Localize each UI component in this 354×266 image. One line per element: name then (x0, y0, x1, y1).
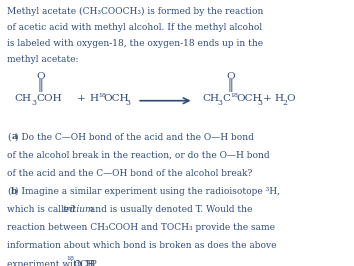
Text: 3: 3 (258, 99, 263, 107)
Text: ) Do the C—OH bond of the acid and the O—H bond: ) Do the C—OH bond of the acid and the O… (15, 132, 254, 141)
Text: of the acid and the C—OH bond of the alcohol break?: of the acid and the C—OH bond of the alc… (7, 169, 252, 178)
Text: ‖: ‖ (228, 79, 233, 92)
Text: OCH: OCH (236, 94, 262, 103)
Text: O: O (287, 94, 295, 103)
Text: C: C (222, 94, 230, 103)
Text: methyl acetate:: methyl acetate: (7, 55, 79, 64)
Text: 3: 3 (88, 263, 93, 266)
Text: which is called: which is called (7, 205, 78, 214)
Text: of acetic acid with methyl alcohol. If the methyl alcohol: of acetic acid with methyl alcohol. If t… (7, 23, 262, 32)
Text: H: H (90, 94, 99, 103)
Text: +: + (77, 94, 85, 103)
Text: 3: 3 (31, 99, 36, 107)
Text: OCH: OCH (104, 94, 130, 103)
Text: tritium: tritium (63, 205, 94, 214)
Text: of the alcohol break in the reaction, or do the O—H bond: of the alcohol break in the reaction, or… (7, 151, 270, 159)
Text: CH: CH (202, 94, 219, 103)
Text: O: O (226, 72, 235, 81)
Text: 2: 2 (283, 99, 288, 107)
Text: ) Imagine a similar experiment using the radioisotope ³H,: ) Imagine a similar experiment using the… (15, 187, 280, 196)
Text: is labeled with oxygen-18, the oxygen-18 ends up in the: is labeled with oxygen-18, the oxygen-18… (7, 39, 263, 48)
Text: (: ( (7, 132, 11, 141)
Text: COH: COH (36, 94, 62, 103)
Text: 3: 3 (125, 99, 130, 107)
Text: 18: 18 (66, 256, 74, 261)
Text: Methyl acetate (CH₃COOCH₃) is formed by the reaction: Methyl acetate (CH₃COOCH₃) is formed by … (7, 7, 263, 16)
Text: CH: CH (14, 94, 31, 103)
Text: 18: 18 (230, 93, 239, 98)
Text: a: a (11, 132, 17, 141)
Text: O: O (36, 72, 45, 81)
Text: (: ( (7, 187, 11, 196)
Text: + H: + H (263, 94, 284, 103)
Text: 18: 18 (98, 93, 107, 98)
Text: and is usually denoted T. Would the: and is usually denoted T. Would the (87, 205, 253, 214)
Text: information about which bond is broken as does the above: information about which bond is broken a… (7, 242, 276, 251)
Text: b: b (11, 187, 17, 196)
Text: OCH: OCH (73, 260, 95, 266)
Text: reaction between CH₃COOH and TOCH₃ provide the same: reaction between CH₃COOH and TOCH₃ provi… (7, 223, 275, 232)
Text: experiment with H: experiment with H (7, 260, 93, 266)
Text: 3: 3 (217, 99, 222, 107)
Text: ‖: ‖ (38, 79, 43, 92)
Text: ?: ? (91, 260, 96, 266)
